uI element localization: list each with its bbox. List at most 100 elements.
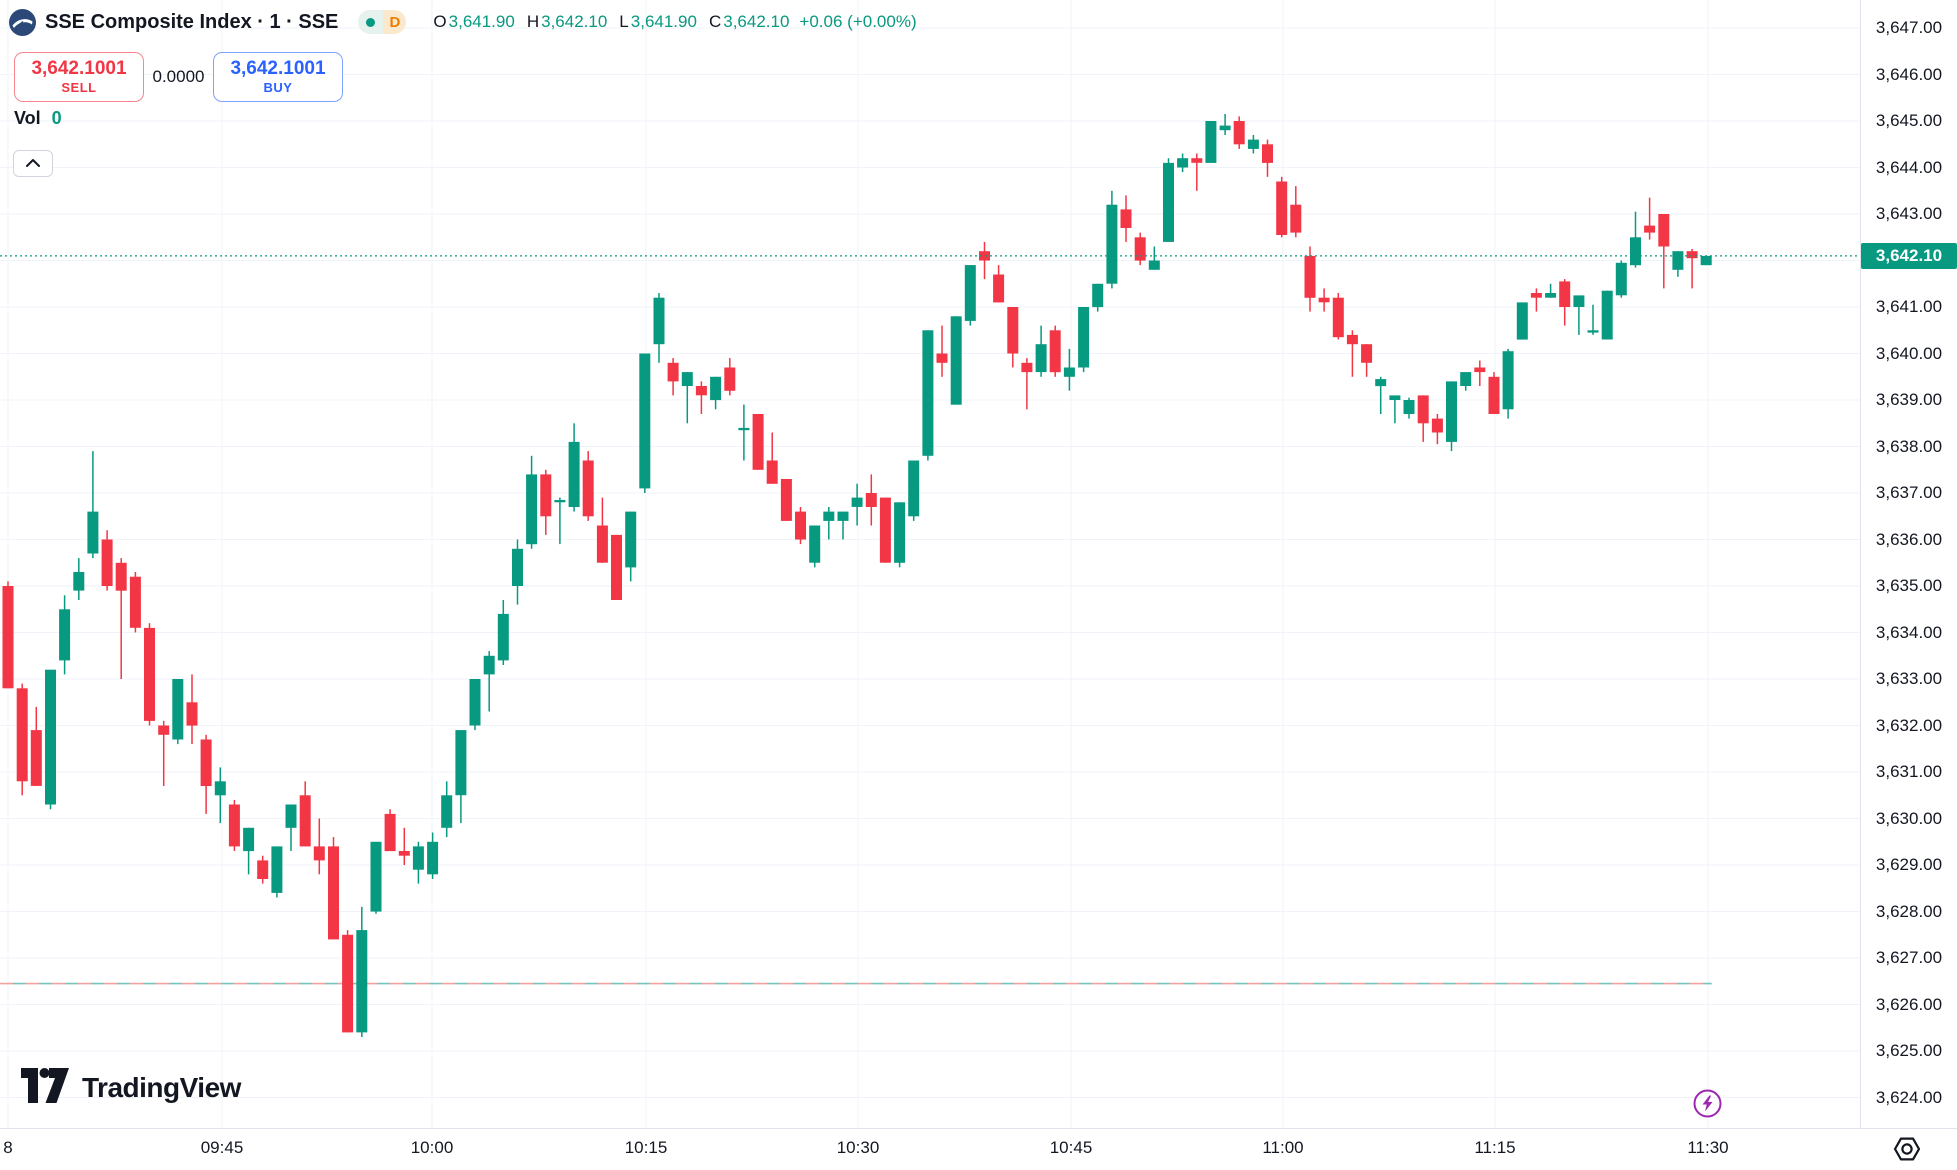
candle[interactable] [1615, 260, 1627, 298]
candle[interactable] [667, 358, 679, 396]
candle[interactable] [979, 241, 990, 280]
candle[interactable] [950, 316, 962, 405]
candle[interactable] [738, 404, 750, 461]
candle[interactable] [101, 530, 113, 591]
candle[interactable] [1601, 290, 1613, 340]
candle[interactable] [1120, 195, 1132, 242]
candle[interactable] [710, 376, 722, 410]
candle[interactable] [328, 837, 339, 940]
candle[interactable] [695, 381, 707, 414]
candle[interactable] [851, 483, 863, 526]
candle[interactable] [356, 906, 368, 1037]
candle[interactable] [30, 706, 42, 786]
candle[interactable] [993, 265, 1005, 303]
candle[interactable] [1262, 139, 1273, 177]
boost-button[interactable] [1693, 1089, 1722, 1118]
candle[interactable] [908, 460, 920, 521]
candle[interactable] [427, 832, 439, 880]
candle[interactable] [469, 679, 481, 731]
candle[interactable] [795, 507, 806, 545]
candle[interactable] [1049, 325, 1061, 377]
candle[interactable] [1134, 232, 1146, 266]
candle[interactable] [1290, 186, 1302, 238]
candle[interactable] [73, 558, 85, 600]
candle[interactable] [313, 818, 325, 875]
candle[interactable] [512, 539, 523, 605]
candle[interactable] [1431, 414, 1443, 445]
candle[interactable] [1375, 376, 1387, 414]
candle[interactable] [1233, 116, 1245, 149]
candle[interactable] [285, 804, 297, 852]
candle[interactable] [129, 572, 141, 633]
candle[interactable] [1417, 395, 1429, 442]
candle[interactable] [1106, 190, 1118, 289]
candle[interactable] [398, 827, 410, 865]
sell-button[interactable]: 3,642.1001 SELL [14, 52, 144, 102]
buy-button[interactable]: 3,642.1001 BUY [213, 52, 343, 102]
candle[interactable] [115, 558, 127, 679]
candle[interactable] [186, 674, 198, 745]
interval-status-badge[interactable]: D [358, 10, 407, 34]
candle[interactable] [2, 581, 14, 689]
candle[interactable] [1686, 248, 1698, 289]
candle[interactable] [837, 511, 849, 540]
candle[interactable] [540, 469, 552, 535]
candle[interactable] [1446, 381, 1457, 452]
candle[interactable] [243, 827, 255, 875]
candle[interactable] [879, 497, 891, 563]
candle[interactable] [964, 265, 976, 326]
price-axis[interactable]: 3,647.00 3,646.00 3,645.00 3,644.00 3,643.00… [1860, 0, 1957, 1128]
candle[interactable] [412, 841, 424, 884]
candle[interactable] [1530, 288, 1542, 312]
candle[interactable] [639, 353, 651, 494]
candle[interactable] [299, 781, 311, 847]
candle[interactable] [257, 855, 269, 884]
candle[interactable] [681, 372, 693, 424]
candle[interactable] [596, 497, 608, 563]
candle[interactable] [865, 474, 877, 526]
candle[interactable] [158, 720, 170, 786]
candle[interactable] [1247, 135, 1259, 154]
candle[interactable] [1007, 307, 1019, 368]
candle[interactable] [1035, 325, 1047, 377]
candle[interactable] [894, 502, 906, 568]
candle[interactable] [1304, 246, 1316, 312]
candle[interactable] [1318, 288, 1330, 312]
candle[interactable] [1177, 153, 1189, 173]
candle[interactable] [384, 809, 396, 852]
candle[interactable] [1219, 114, 1231, 135]
candle[interactable] [526, 455, 538, 549]
candle[interactable] [483, 651, 495, 712]
time-axis[interactable]: 8 09:45 10:00 10:15 10:30 10:45 11:00 11:15 11:3… [0, 1128, 1957, 1170]
candle[interactable] [370, 841, 382, 914]
candle[interactable] [1163, 158, 1174, 242]
candle[interactable] [936, 325, 948, 377]
collapse-pane-button[interactable] [13, 150, 53, 177]
candle[interactable] [342, 930, 354, 1033]
candle[interactable] [809, 525, 821, 568]
candle[interactable] [1516, 302, 1528, 340]
candle[interactable] [1488, 372, 1500, 414]
candle[interactable] [1078, 307, 1090, 373]
candle[interactable] [1403, 397, 1415, 419]
candle[interactable] [823, 507, 835, 540]
candle[interactable] [653, 293, 665, 363]
candle[interactable] [87, 451, 99, 559]
candle[interactable] [1361, 344, 1373, 377]
candle[interactable] [1205, 121, 1217, 163]
candle[interactable] [144, 623, 155, 726]
candle[interactable] [625, 511, 637, 582]
candle[interactable] [1559, 279, 1571, 326]
candle[interactable] [497, 600, 509, 665]
candle[interactable] [271, 846, 283, 898]
candle[interactable] [766, 432, 778, 484]
candle[interactable] [455, 730, 467, 824]
candle[interactable] [1644, 197, 1656, 240]
candle[interactable] [1658, 214, 1670, 289]
candle[interactable] [1191, 153, 1203, 191]
symbol-title[interactable]: SSE Composite Index · 1 · SSE [45, 10, 339, 33]
candle[interactable] [1092, 283, 1104, 312]
candle[interactable] [228, 799, 240, 851]
candle[interactable] [554, 497, 566, 545]
